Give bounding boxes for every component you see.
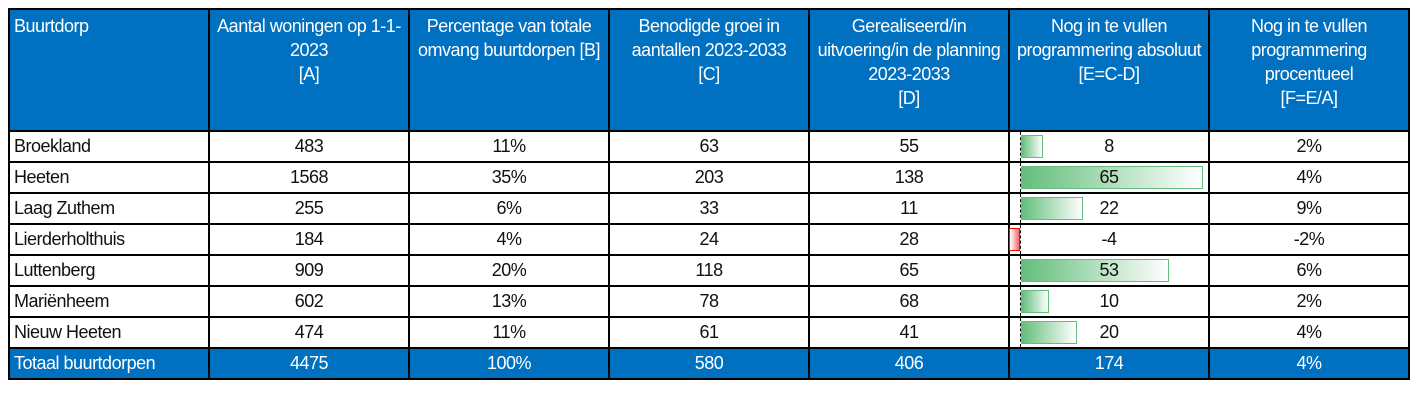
- data-bar: [1008, 228, 1020, 251]
- data-bar-cell: 65: [1008, 161, 1210, 194]
- row-label: Lierderholthuis: [8, 223, 210, 256]
- total-value: 4475: [208, 347, 410, 380]
- column-header: Benodigde groei in aantallen 2023-2033 […: [608, 8, 810, 132]
- cell-value: 255: [208, 192, 410, 225]
- table-row: Broekland 483 11% 63 55 8 2%: [8, 130, 1410, 163]
- total-row: Totaal buurtdorpen 4475 100% 580 406 174 4%: [8, 347, 1410, 380]
- column-header: Nog in te vullen programmering procentue…: [1208, 8, 1410, 132]
- data-bar: [1021, 321, 1077, 344]
- data-bar-axis: [1020, 225, 1021, 254]
- cell-value: 4%: [1208, 316, 1410, 349]
- data-bar-axis: [1020, 287, 1021, 316]
- table-row: Laag Zuthem 255 6% 33 11 22 9%: [8, 192, 1410, 225]
- total-value: 100%: [408, 347, 610, 380]
- cell-value: 41: [808, 316, 1010, 349]
- cell-value: 9%: [1208, 192, 1410, 225]
- cell-value: 11: [808, 192, 1010, 225]
- table-row: Mariënheem 602 13% 78 68 10 2%: [8, 285, 1410, 318]
- cell-value: 53: [1099, 260, 1119, 280]
- table-row: Luttenberg 909 20% 118 65 53 6%: [8, 254, 1410, 287]
- cell-value: 483: [208, 130, 410, 163]
- row-label: Mariënheem: [8, 285, 210, 318]
- data-bar-cell: 53: [1008, 254, 1210, 287]
- cell-value: -4: [1101, 229, 1117, 249]
- cell-value: 65: [808, 254, 1010, 287]
- cell-value: 2%: [1208, 285, 1410, 318]
- cell-value: 33: [608, 192, 810, 225]
- data-bar-axis: [1020, 132, 1021, 161]
- cell-value: 65: [1099, 167, 1119, 187]
- row-label: Broekland: [8, 130, 210, 163]
- data-bar: [1021, 259, 1170, 282]
- cell-value: 118: [608, 254, 810, 287]
- row-label: Laag Zuthem: [8, 192, 210, 225]
- total-value: 4%: [1208, 347, 1410, 380]
- housing-table: Buurtdorp Aantal woningen op 1-1-2023 [A]…: [8, 8, 1410, 380]
- column-header: Aantal woningen op 1-1-2023 [A]: [208, 8, 410, 132]
- total-label: Totaal buurtdorpen: [8, 347, 210, 380]
- cell-value: 61: [608, 316, 810, 349]
- cell-value: 11%: [408, 130, 610, 163]
- data-bar-cell: 20: [1008, 316, 1210, 349]
- data-bar: [1021, 290, 1049, 313]
- cell-value: 10: [1099, 291, 1119, 311]
- row-label: Heeten: [8, 161, 210, 194]
- cell-value: 203: [608, 161, 810, 194]
- data-bar-axis: [1020, 256, 1021, 285]
- cell-value: 13%: [408, 285, 610, 318]
- cell-value: 20: [1099, 322, 1119, 342]
- data-bar: [1021, 197, 1083, 220]
- column-header: Gerealiseerd/in uitvoering/in de plannin…: [808, 8, 1010, 132]
- cell-value: 474: [208, 316, 410, 349]
- data-bar-cell: 8: [1008, 130, 1210, 163]
- data-bar-axis: [1020, 163, 1021, 192]
- data-bar-axis: [1020, 318, 1021, 347]
- cell-value: 6%: [1208, 254, 1410, 287]
- row-label: Nieuw Heeten: [8, 316, 210, 349]
- cell-value: 4%: [408, 223, 610, 256]
- cell-value: 6%: [408, 192, 610, 225]
- cell-value: 24: [608, 223, 810, 256]
- cell-value: 63: [608, 130, 810, 163]
- table-row: Nieuw Heeten 474 11% 61 41 20 4%: [8, 316, 1410, 349]
- row-label: Luttenberg: [8, 254, 210, 287]
- data-bar-cell: 10: [1008, 285, 1210, 318]
- column-header: Nog in te vullen programmering absoluut …: [1008, 8, 1210, 132]
- total-value: 406: [808, 347, 1010, 380]
- data-bar-axis: [1020, 194, 1021, 223]
- cell-value: 78: [608, 285, 810, 318]
- column-header: Percentage van totale omvang buurtdorpen…: [408, 8, 610, 132]
- cell-value: 8: [1104, 136, 1114, 156]
- table-row: Heeten 1568 35% 203 138 65 4%: [8, 161, 1410, 194]
- cell-value: 22: [1099, 198, 1119, 218]
- total-value: 580: [608, 347, 810, 380]
- data-bar-cell: -4: [1008, 223, 1210, 256]
- cell-value: 1568: [208, 161, 410, 194]
- header-row: Buurtdorp Aantal woningen op 1-1-2023 [A]…: [8, 8, 1410, 132]
- cell-value: 20%: [408, 254, 610, 287]
- total-value: 174: [1008, 347, 1210, 380]
- cell-value: 55: [808, 130, 1010, 163]
- cell-value: 68: [808, 285, 1010, 318]
- data-bar: [1021, 166, 1203, 189]
- cell-value: 28: [808, 223, 1010, 256]
- cell-value: 138: [808, 161, 1010, 194]
- cell-value: 602: [208, 285, 410, 318]
- cell-value: 4%: [1208, 161, 1410, 194]
- cell-value: 2%: [1208, 130, 1410, 163]
- table-row: Lierderholthuis 184 4% 24 28 -4 -2%: [8, 223, 1410, 256]
- column-header: Buurtdorp: [8, 8, 210, 132]
- data-bar: [1021, 135, 1044, 158]
- cell-value: -2%: [1208, 223, 1410, 256]
- cell-value: 184: [208, 223, 410, 256]
- cell-value: 11%: [408, 316, 610, 349]
- cell-value: 909: [208, 254, 410, 287]
- cell-value: 35%: [408, 161, 610, 194]
- data-bar-cell: 22: [1008, 192, 1210, 225]
